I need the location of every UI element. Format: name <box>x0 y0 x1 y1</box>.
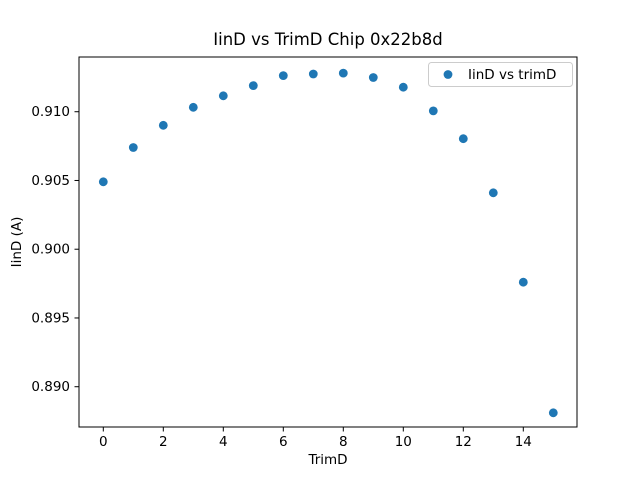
axes-frame <box>78 56 578 428</box>
x-tick-label: 10 <box>395 434 412 450</box>
data-point <box>368 73 378 82</box>
x-tick-label: 8 <box>339 434 348 450</box>
y-axis-label: IinD (A) <box>9 217 25 268</box>
y-tick-label: 0.900 <box>31 242 70 258</box>
chart-title: IinD vs TrimD Chip 0x22b8d <box>213 30 443 49</box>
data-point <box>458 134 468 144</box>
data-point <box>548 408 558 418</box>
x-tick-label: 0 <box>99 434 108 450</box>
data-point <box>98 177 108 187</box>
x-tick-label: 12 <box>455 434 472 450</box>
y-tick-label: 0.905 <box>31 173 70 189</box>
x-tick-label: 14 <box>515 434 532 450</box>
legend-label: IinD vs trimD <box>468 67 556 83</box>
y-tick-label: 0.890 <box>31 379 70 395</box>
data-point <box>518 277 528 287</box>
data-point <box>488 188 498 198</box>
data-point <box>428 106 438 116</box>
data-point <box>308 69 318 79</box>
legend-frame <box>428 62 573 87</box>
data-point <box>248 81 258 90</box>
legend: IinD vs trimD <box>428 62 573 87</box>
data-point <box>218 91 228 101</box>
x-axis-ticks: 0 2 4 6 8 10 12 14 <box>99 427 532 450</box>
legend-marker-icon <box>443 70 453 79</box>
x-tick-label: 2 <box>159 434 168 450</box>
data-point <box>278 71 288 80</box>
data-point <box>398 82 408 92</box>
y-tick-label: 0.910 <box>31 104 70 120</box>
scatter-series <box>98 68 558 418</box>
data-point <box>338 68 348 78</box>
x-tick-label: 4 <box>219 434 228 450</box>
x-tick-label: 6 <box>279 434 288 450</box>
x-axis-label: TrimD <box>307 452 347 468</box>
y-axis-ticks: 0.890 0.895 0.900 0.905 0.910 <box>31 104 79 395</box>
y-tick-label: 0.895 <box>31 310 70 326</box>
data-point <box>188 102 198 112</box>
data-point <box>128 143 138 152</box>
data-point <box>158 120 168 130</box>
